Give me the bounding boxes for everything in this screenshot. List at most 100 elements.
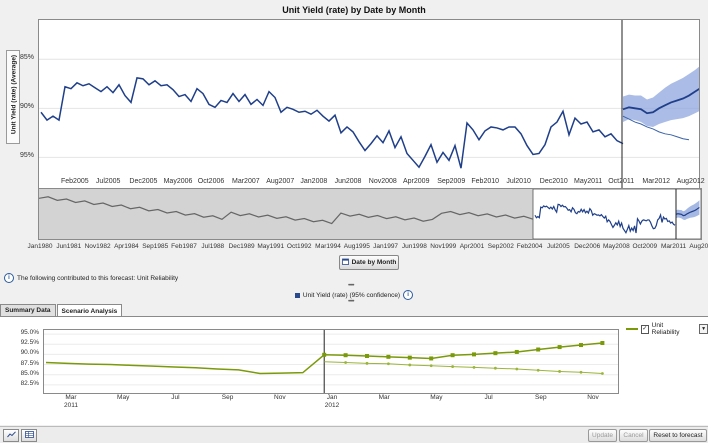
scenario-chart-svg <box>44 330 618 393</box>
y-axis-label-button[interactable]: Unit Yield (rate) (Average) <box>6 50 20 144</box>
baseline-point <box>387 362 390 366</box>
overview-plot[interactable] <box>38 188 702 240</box>
tab-summary-data[interactable]: Summary Data <box>0 304 56 316</box>
baseline-point <box>601 372 604 375</box>
overview-x-tick: Nov1999 <box>430 243 457 250</box>
main-x-tick: Jul2010 <box>506 178 531 185</box>
scenario-x-tick-month: Jul <box>484 394 493 401</box>
scenario-marker <box>514 349 519 354</box>
main-x-tick: Sep2009 <box>437 178 466 185</box>
cancel-button[interactable]: Cancel <box>619 429 648 442</box>
scenario-marker <box>557 345 562 350</box>
scenario-legend: ✓ Unit Reliability ▼ <box>626 322 708 336</box>
splitter-grip-icon[interactable]: ••••• <box>348 283 354 289</box>
main-x-tick: Aug2012 <box>676 178 705 185</box>
main-x-tick: Jun2008 <box>334 178 362 185</box>
overview-x-tick: Sep1985 <box>142 243 169 250</box>
chart-title: Unit Yield (rate) by Date by Month <box>282 5 426 15</box>
overview-x-tick: Jul1988 <box>201 243 225 250</box>
main-x-tick: Oct2006 <box>197 178 225 185</box>
legend-label: Unit Yield (rate) (95% confidence) <box>302 291 401 299</box>
main-x-tick: Dec2005 <box>129 178 158 185</box>
main-y-tick: 90% <box>19 103 34 111</box>
overview-x-tick: May1991 <box>257 243 285 250</box>
overview-x-tick: Jun1981 <box>56 243 82 250</box>
forecast-line <box>622 86 702 115</box>
overview-selection-window <box>532 188 702 240</box>
scenario-x-tick-month: Jul <box>171 394 180 401</box>
confidence-band <box>623 65 701 127</box>
bottom-toolbar: Update Cancel Reset to forecast <box>0 426 708 443</box>
scenario-marker <box>536 347 541 352</box>
table-view-button[interactable] <box>21 429 37 442</box>
history-line <box>40 77 624 169</box>
overview-history-line <box>38 196 534 225</box>
info-text: The following contributed to this foreca… <box>17 274 179 282</box>
overview-x-tick: May2008 <box>603 243 630 250</box>
overview-x-tick: Mar2011 <box>661 243 687 250</box>
main-y-tick: 85% <box>19 54 34 62</box>
scenario-x-tick-month: Mar <box>378 394 390 401</box>
overview-x-tick: Apr1984 <box>114 243 139 250</box>
scenario-marker <box>407 355 412 360</box>
baseline-point <box>472 365 476 369</box>
main-x-axis: Feb2005 Jul2005 Dec2005 May2006 Oct2006 Mar20… <box>38 176 705 188</box>
main-x-tick: Dec2010 <box>539 178 568 185</box>
scenario-x-tick-year: 2012 <box>324 402 340 409</box>
main-x-tick: Apr2009 <box>403 178 430 185</box>
main-x-tick: Feb2010 <box>471 178 500 185</box>
date-by-month-button[interactable]: Date by Month <box>339 255 399 270</box>
scenario-y-tick: 82.5% <box>20 379 39 387</box>
main-x-tick: Oct2011 <box>608 178 635 185</box>
scenario-legend-label: Unit Reliability <box>651 322 680 336</box>
scenario-marker <box>365 354 369 359</box>
forecast-info: i The following contributed to this fore… <box>4 273 178 283</box>
scenario-marker <box>322 352 327 357</box>
overview-x-tick: Sep2002 <box>487 243 514 250</box>
scenario-marker <box>493 351 498 356</box>
baseline-point <box>579 370 583 374</box>
main-x-tick: Aug2007 <box>266 178 295 185</box>
scenario-x-tick-month: Nov <box>587 394 599 401</box>
baseline-point <box>515 367 519 371</box>
dropdown-arrow-icon[interactable]: ▼ <box>699 324 708 334</box>
scenario-marker <box>450 353 455 358</box>
main-x-tick: Feb2005 <box>61 178 89 185</box>
baseline-point <box>558 370 561 373</box>
chart-view-button[interactable] <box>3 429 19 442</box>
scenario-marker <box>429 356 434 361</box>
overview-x-tick: Nov1982 <box>84 243 111 250</box>
legend-info-icon[interactable]: i <box>403 290 414 300</box>
scenario-x-tick-month: May <box>117 394 130 401</box>
update-button[interactable]: Update <box>588 429 617 442</box>
splitter-grip-icon[interactable]: ••••• <box>348 299 354 305</box>
info-icon: i <box>4 273 14 283</box>
reset-to-forecast-button[interactable]: Reset to forecast <box>649 429 707 442</box>
main-x-tick: Mar2012 <box>642 178 671 185</box>
baseline-point <box>344 361 347 364</box>
overview-detail-line <box>534 203 676 235</box>
scenario-legend-line-icon <box>626 328 638 330</box>
tab-scenario-analysis[interactable]: Scenario Analysis <box>56 304 123 317</box>
scenario-x-tick-month: May <box>430 394 443 401</box>
scenario-marker <box>600 341 605 346</box>
scenario-plot[interactable] <box>43 329 619 394</box>
overview-x-tick: Dec2006 <box>574 243 601 250</box>
scenario-x-tick-month: Jan <box>326 394 338 401</box>
overview-x-tick: Mar1994 <box>315 243 341 250</box>
scenario-x-tick-month: Mar <box>65 394 77 401</box>
main-x-tick: Jan2008 <box>300 178 328 185</box>
main-x-tick: Nov2008 <box>368 178 397 185</box>
scenario-y-tick: 85.0% <box>20 369 39 377</box>
overview-x-tick: Feb2004 <box>516 243 543 250</box>
scenario-y-tick: 92.5% <box>20 339 39 347</box>
scenario-marker <box>343 353 348 358</box>
scenario-x-tick-month: Sep <box>221 394 234 401</box>
unit-reliability-checkbox[interactable]: ✓ <box>640 324 649 334</box>
overview-x-tick: Oct2009 <box>632 243 658 250</box>
main-plot-area[interactable] <box>38 19 702 178</box>
overview-x-tick: Dec1989 <box>228 243 255 250</box>
overview-svg <box>38 188 702 240</box>
overview-forecast-line <box>675 206 700 217</box>
main-x-tick: Mar2007 <box>232 178 260 185</box>
